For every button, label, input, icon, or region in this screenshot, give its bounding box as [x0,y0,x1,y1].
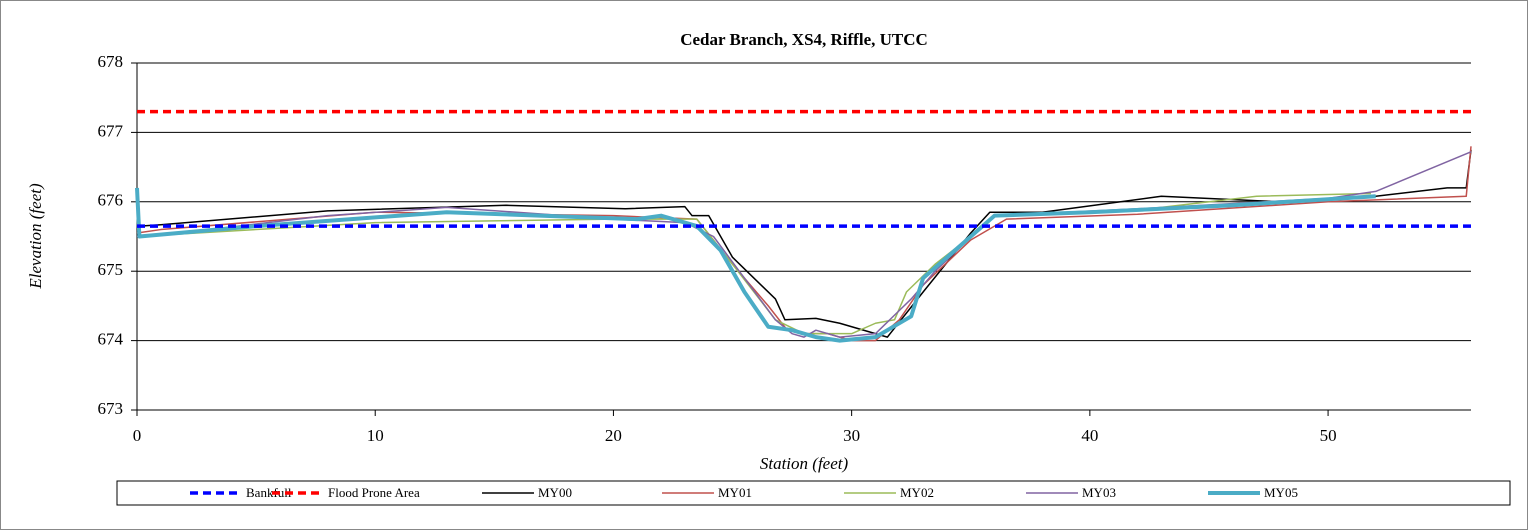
legend-label: Flood Prone Area [328,485,420,500]
y-tick-label: 673 [98,399,124,418]
chart-title: Cedar Branch, XS4, Riffle, UTCC [680,30,928,49]
x-tick-label: 10 [367,426,384,445]
legend-label: MY00 [538,485,572,500]
y-tick-label: 675 [98,260,124,279]
x-tick-label: 50 [1320,426,1337,445]
legend-label: MY01 [718,485,752,500]
legend-label: MY02 [900,485,934,500]
y-axis-label: Elevation (feet) [26,183,45,290]
series-line [135,187,1376,343]
legend-box [116,480,1511,506]
x-tick-label: 20 [605,426,622,445]
legend-label: Bankfull [246,485,292,500]
y-tick-label: 674 [98,330,124,349]
y-tick-label: 677 [98,121,124,140]
x-axis-label: Station (feet) [760,454,849,473]
y-tick-label: 678 [98,52,124,71]
legend-label: MY05 [1264,485,1298,500]
legend-label: MY03 [1082,485,1116,500]
x-tick-label: 30 [843,426,860,445]
x-tick-label: 0 [133,426,142,445]
x-tick-label: 40 [1081,426,1098,445]
y-tick-label: 676 [98,191,124,210]
